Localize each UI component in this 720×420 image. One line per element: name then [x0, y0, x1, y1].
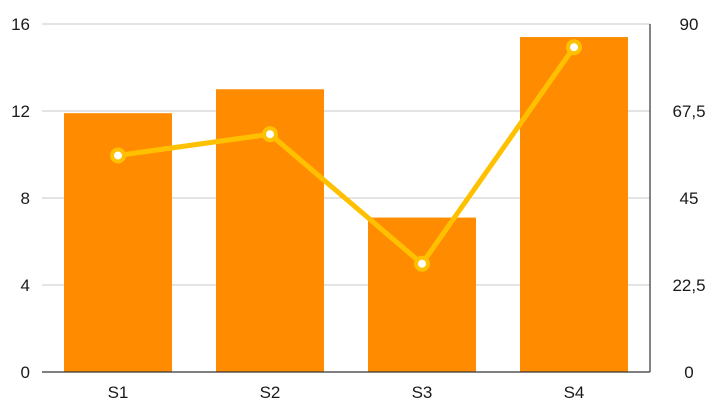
x-tick-label: S2	[260, 383, 281, 402]
line-point	[262, 126, 278, 143]
x-tick-label: S3	[412, 383, 433, 402]
y-right-tick-label: 67,5	[672, 102, 705, 121]
line-point	[110, 147, 126, 164]
x-tick-label: S1	[108, 383, 129, 402]
tick-labels: 0 4 8 12 16 0 22,5 45 67,5 90 S1 S2 S3 S4	[11, 15, 705, 402]
y-right-tick-label: 0	[684, 363, 693, 382]
line-point	[414, 255, 430, 272]
y-left-tick-label: 0	[21, 363, 30, 382]
y-left-tick-label: 4	[21, 276, 30, 295]
y-left-tick-label: 12	[11, 102, 30, 121]
x-tick-label: S4	[564, 383, 585, 402]
bar	[520, 37, 628, 373]
series-line	[115, 44, 577, 267]
y-right-tick-label: 90	[680, 15, 699, 34]
axes	[42, 24, 651, 373]
y-left-tick-label: 16	[11, 15, 30, 34]
y-left-tick-label: 8	[21, 189, 30, 208]
line-series	[110, 39, 582, 272]
y-right-tick-label: 22,5	[672, 276, 705, 295]
bar	[368, 217, 476, 372]
line-point	[566, 39, 582, 56]
y-right-tick-label: 45	[680, 189, 699, 208]
